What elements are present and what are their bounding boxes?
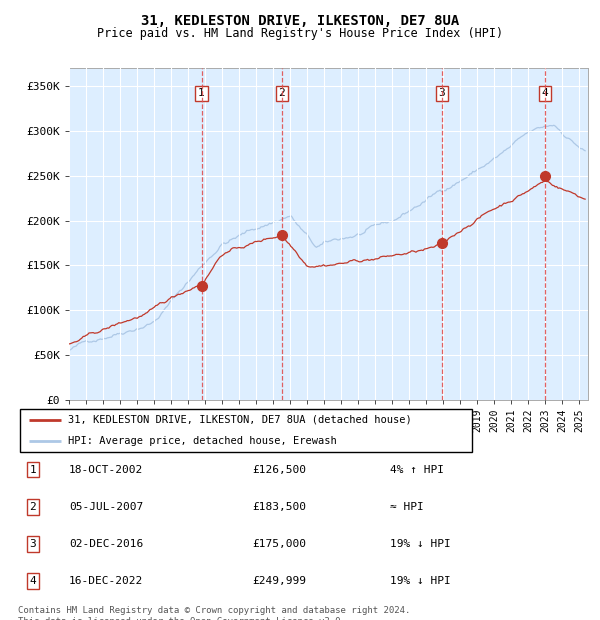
Text: £175,000: £175,000 — [252, 539, 306, 549]
FancyBboxPatch shape — [20, 409, 472, 452]
Text: 1: 1 — [198, 88, 205, 99]
Text: £126,500: £126,500 — [252, 464, 306, 475]
Text: 16-DEC-2022: 16-DEC-2022 — [69, 576, 143, 587]
Text: Price paid vs. HM Land Registry's House Price Index (HPI): Price paid vs. HM Land Registry's House … — [97, 27, 503, 40]
Text: 18-OCT-2002: 18-OCT-2002 — [69, 464, 143, 475]
Text: 2: 2 — [278, 88, 285, 99]
Text: 4: 4 — [29, 576, 37, 587]
Text: Contains HM Land Registry data © Crown copyright and database right 2024.
This d: Contains HM Land Registry data © Crown c… — [18, 606, 410, 620]
Text: 19% ↓ HPI: 19% ↓ HPI — [390, 539, 451, 549]
Text: 1: 1 — [29, 464, 37, 475]
Text: 05-JUL-2007: 05-JUL-2007 — [69, 502, 143, 512]
Text: 2: 2 — [29, 502, 37, 512]
Text: HPI: Average price, detached house, Erewash: HPI: Average price, detached house, Erew… — [68, 436, 337, 446]
Text: 3: 3 — [29, 539, 37, 549]
Text: 4: 4 — [541, 88, 548, 99]
Text: ≈ HPI: ≈ HPI — [390, 502, 424, 512]
Text: 19% ↓ HPI: 19% ↓ HPI — [390, 576, 451, 587]
Text: 02-DEC-2016: 02-DEC-2016 — [69, 539, 143, 549]
Text: 4% ↑ HPI: 4% ↑ HPI — [390, 464, 444, 475]
Text: £249,999: £249,999 — [252, 576, 306, 587]
Text: 31, KEDLESTON DRIVE, ILKESTON, DE7 8UA: 31, KEDLESTON DRIVE, ILKESTON, DE7 8UA — [141, 14, 459, 28]
Text: 3: 3 — [439, 88, 445, 99]
Text: 31, KEDLESTON DRIVE, ILKESTON, DE7 8UA (detached house): 31, KEDLESTON DRIVE, ILKESTON, DE7 8UA (… — [68, 415, 412, 425]
Text: £183,500: £183,500 — [252, 502, 306, 512]
